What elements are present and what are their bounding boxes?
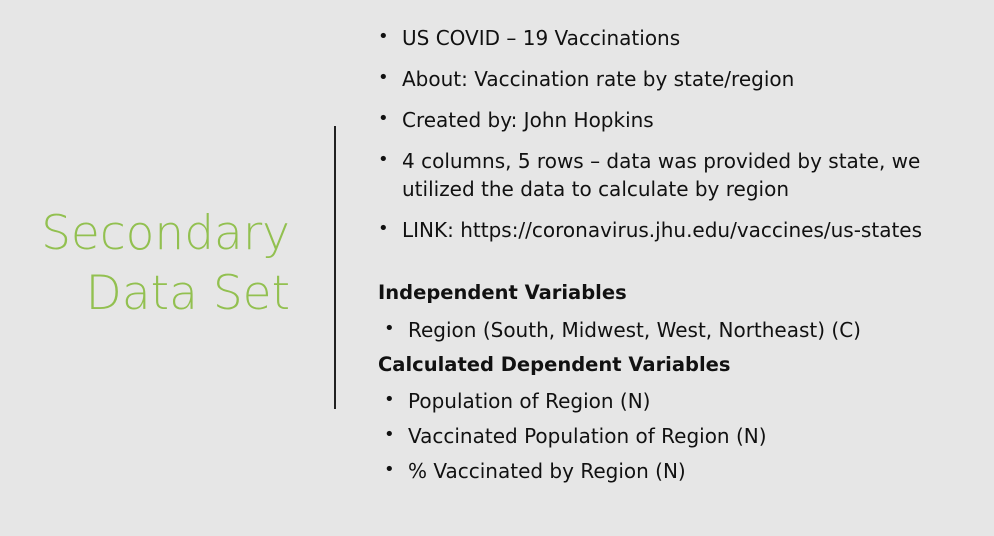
slide-title: Secondary Data Set xyxy=(41,204,290,324)
main-bullet-list: US COVID – 19 Vaccinations About: Vaccin… xyxy=(378,23,988,244)
vertical-divider xyxy=(334,126,336,409)
dependent-variable-item: % Vaccinated by Region (N) xyxy=(378,456,988,485)
bullet-link: LINK: https://coronavirus.jhu.edu/vaccin… xyxy=(378,215,988,244)
bullet-dimensions: 4 columns, 5 rows – data was provided by… xyxy=(378,146,988,203)
independent-variables-list: Region (South, Midwest, West, Northeast)… xyxy=(378,315,988,344)
dependent-variables-heading: Calculated Dependent Variables xyxy=(378,353,731,376)
bullet-dataset-name: US COVID – 19 Vaccinations xyxy=(378,23,988,52)
slide-title-line-1: Secondary xyxy=(41,206,290,261)
dependent-variable-item: Population of Region (N) xyxy=(378,386,988,415)
independent-variable-item: Region (South, Midwest, West, Northeast)… xyxy=(378,315,988,344)
dependent-variable-item: Vaccinated Population of Region (N) xyxy=(378,421,988,450)
dependent-variables-list: Population of Region (N) Vaccinated Popu… xyxy=(378,386,988,485)
independent-variables-heading: Independent Variables xyxy=(378,281,627,304)
content-area: US COVID – 19 Vaccinations About: Vaccin… xyxy=(378,23,988,492)
bullet-about: About: Vaccination rate by state/region xyxy=(378,64,988,93)
bullet-created-by: Created by: John Hopkins xyxy=(378,105,988,134)
slide-title-line-2: Data Set xyxy=(85,266,290,321)
